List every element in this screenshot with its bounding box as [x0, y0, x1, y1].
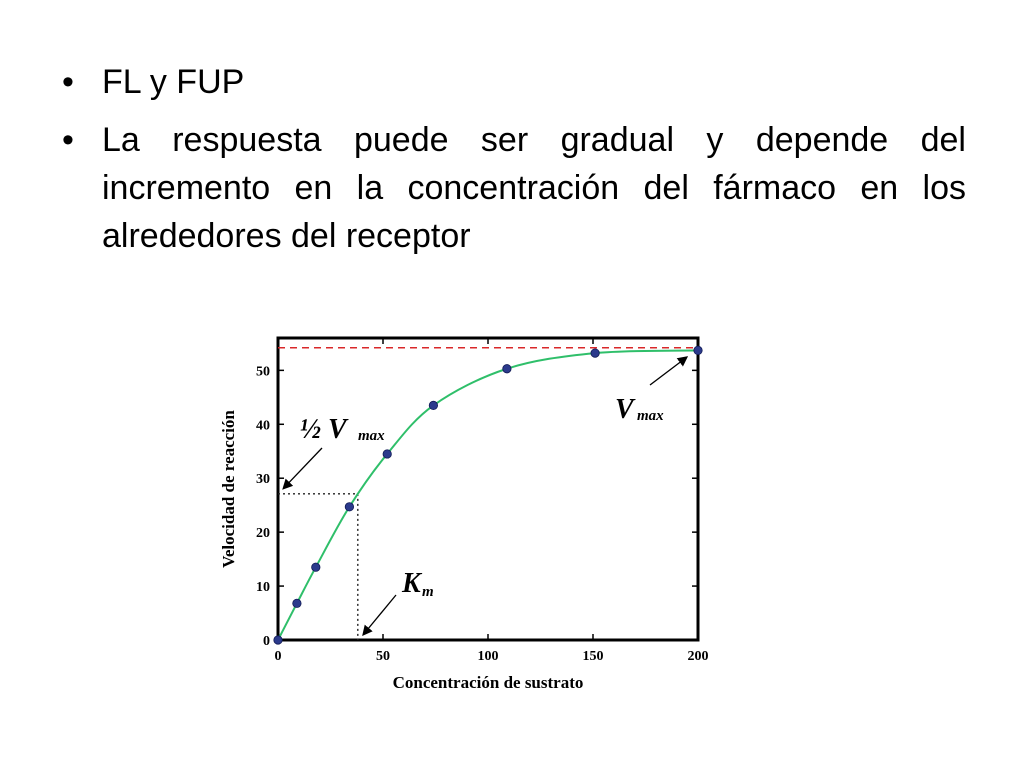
y-tick-label: 0 [263, 634, 270, 649]
y-tick-label: 40 [256, 418, 270, 433]
bullet-item-fl-fup: • FL y FUP [62, 58, 966, 106]
km-annotation-sub: m [422, 584, 434, 600]
x-tick-label: 50 [376, 649, 390, 664]
y-axis-title: Velocidad de reacción [219, 410, 238, 568]
bullet-list: • FL y FUP • La respuesta puede ser grad… [62, 58, 966, 270]
fit-curve [277, 349, 699, 641]
data-point [693, 345, 703, 356]
vmax-annotation-sub: max [637, 408, 664, 424]
data-point [428, 400, 438, 411]
data-point [292, 598, 302, 608]
y-tick-label: 20 [256, 526, 270, 541]
data-point [311, 562, 321, 572]
bullet-item-respuesta: • La respuesta puede ser gradual y depen… [62, 116, 966, 260]
data-point [590, 348, 600, 358]
data-point [344, 502, 354, 512]
x-tick-label: 0 [275, 649, 282, 664]
bullet-dot-icon: • [62, 121, 74, 159]
km-annotation: K [401, 568, 423, 599]
bullet-dot-icon: • [62, 63, 74, 101]
half-vmax-annotation-sub: max [358, 428, 385, 444]
y-tick-label: 30 [256, 472, 270, 487]
half-vmax-arrow [282, 447, 323, 490]
data-point [382, 449, 392, 459]
bullet-text: La respuesta puede ser gradual y depende… [102, 121, 966, 255]
vmax-annotation: V [615, 394, 636, 425]
y-tick-label: 10 [256, 580, 270, 595]
vmax-arrow [649, 356, 689, 386]
y-tick-label: 50 [256, 364, 270, 379]
data-point [273, 635, 283, 645]
plot-frame [276, 336, 700, 642]
chart-svg: 0 10 20 30 40 50 0 50 100 150 200 Concentración de … [219, 336, 709, 692]
x-tick-label: 200 [688, 649, 709, 664]
bullet-text: FL y FUP [102, 63, 245, 101]
x-tick-label: 150 [583, 649, 604, 664]
km-arrow [362, 594, 397, 637]
x-tick-label: 100 [478, 649, 499, 664]
michaelis-menten-chart: 0 10 20 30 40 50 0 50 100 150 200 Concentración de … [210, 320, 730, 710]
half-vmax-annotation: ½ V [300, 414, 349, 445]
x-axis-title: Concentración de sustrato [393, 673, 584, 692]
data-point [502, 364, 512, 374]
